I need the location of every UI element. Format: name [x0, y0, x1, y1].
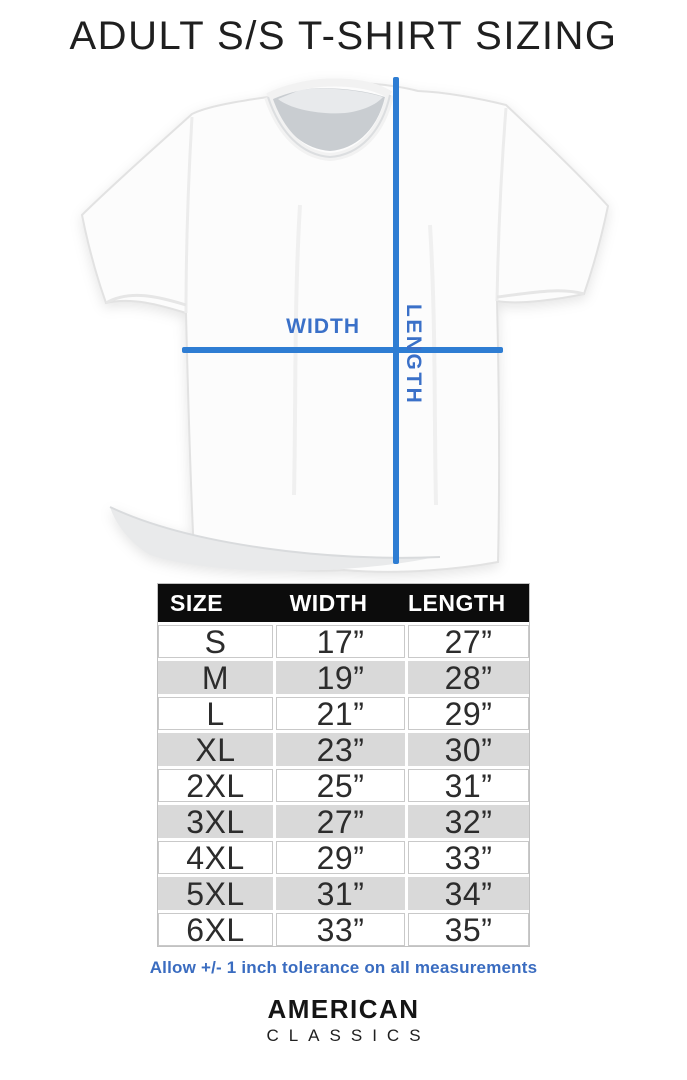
length-measure-line — [393, 77, 399, 564]
width-label: WIDTH — [286, 315, 360, 338]
size-cell: 6XL — [158, 913, 273, 946]
size-cell: 4XL — [158, 841, 273, 874]
left-cuff-fold — [105, 293, 187, 307]
size-cell: L — [158, 697, 273, 730]
tolerance-note: Allow +/- 1 inch tolerance on all measur… — [149, 958, 538, 977]
brand-logo: AMERICAN CLASSICS — [0, 994, 687, 1046]
width-cell: 33” — [276, 913, 405, 946]
width-measure-line — [182, 347, 503, 353]
size-cell: XL — [158, 733, 273, 766]
collar-back-highlight — [278, 88, 383, 114]
width-cell: 21” — [276, 697, 405, 730]
length-cell: 35” — [408, 913, 529, 946]
right-cuff-fold — [496, 289, 585, 299]
table-row: XL 23” 30” — [158, 733, 529, 766]
width-cell: 19” — [276, 661, 405, 694]
table-row: 5XL 31” 34” — [158, 877, 529, 910]
size-cell: 2XL — [158, 769, 273, 802]
tshirt-body-shape — [80, 81, 610, 573]
brand-name-top: AMERICAN — [267, 994, 420, 1024]
width-cell: 25” — [276, 769, 405, 802]
size-cell: S — [158, 625, 273, 658]
table-row: M 19” 28” — [158, 661, 529, 694]
table-row: L 21” 29” — [158, 697, 529, 730]
length-cell: 31” — [408, 769, 529, 802]
length-cell: 30” — [408, 733, 529, 766]
table-row: 3XL 27” 32” — [158, 805, 529, 838]
right-seam-fold — [495, 107, 508, 302]
collar-band-edge — [267, 94, 391, 159]
size-cell: 5XL — [158, 877, 273, 910]
width-cell: 31” — [276, 877, 405, 910]
length-cell: 27” — [408, 625, 529, 658]
length-cell: 29” — [408, 697, 529, 730]
table-row: 2XL 25” 31” — [158, 769, 529, 802]
brand-name-bottom: CLASSICS — [266, 1026, 431, 1045]
length-label: LENGTH — [402, 304, 425, 406]
length-cell: 32” — [408, 805, 529, 838]
width-cell: 23” — [276, 733, 405, 766]
table-row: S 17” 27” — [158, 625, 529, 658]
width-cell: 27” — [276, 805, 405, 838]
left-seam-fold — [184, 116, 194, 314]
length-cell: 33” — [408, 841, 529, 874]
length-cell: 34” — [408, 877, 529, 910]
table-row: 6XL 33” 35” — [158, 913, 529, 946]
table-row: 4XL 29” 33” — [158, 841, 529, 874]
size-cell: 3XL — [158, 805, 273, 838]
width-cell: 29” — [276, 841, 405, 874]
header-width: WIDTH — [289, 589, 368, 616]
page-title: ADULT S/S T-SHIRT SIZING — [69, 14, 618, 58]
length-cell: 28” — [408, 661, 529, 694]
tshirt-diagram: WIDTH LENGTH — [0, 75, 687, 580]
size-table: SIZE WIDTH LENGTH S 17” 27” M 19” 28” L … — [157, 583, 530, 947]
header-size: SIZE — [170, 589, 224, 616]
hem-fold-shadow — [110, 507, 430, 571]
body-fold-2 — [428, 224, 438, 506]
tshirt-image — [80, 78, 610, 573]
header-length: LENGTH — [408, 589, 506, 616]
width-cell: 17” — [276, 625, 405, 658]
size-table-header: SIZE WIDTH LENGTH — [158, 584, 529, 622]
size-cell: M — [158, 661, 273, 694]
body-fold-1 — [292, 204, 302, 496]
